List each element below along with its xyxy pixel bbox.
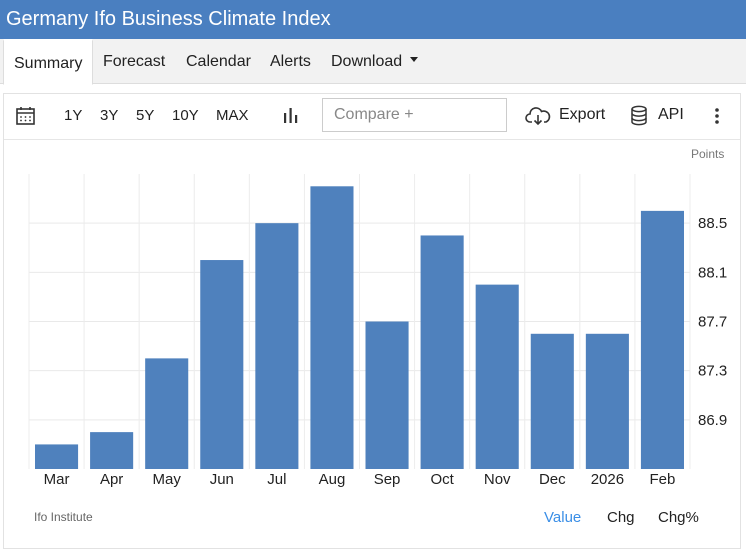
export-button[interactable]: Export (559, 106, 606, 123)
api-button[interactable]: API (658, 106, 684, 123)
x-tick-label: Mar (44, 471, 70, 488)
x-tick-label: Dec (539, 471, 566, 488)
range-1y-button[interactable]: 1Y (64, 107, 83, 124)
mode-chg-percent-button[interactable]: Chg% (658, 509, 699, 526)
tab-download-label: Download (331, 53, 403, 70)
bar (145, 358, 189, 469)
y-tick-label: 86.9 (698, 412, 727, 429)
bar (90, 432, 134, 469)
y-tick-label: 87.3 (698, 363, 727, 380)
caret-down-icon (410, 57, 419, 63)
mode-chg-button[interactable]: Chg (607, 509, 635, 526)
tab-download[interactable]: Download (331, 39, 419, 84)
x-tick-label: Oct (430, 471, 454, 488)
range-5y-button[interactable]: 5Y (136, 107, 155, 124)
range-10y-button[interactable]: 10Y (172, 107, 199, 124)
bar (420, 235, 464, 469)
bar (200, 260, 244, 469)
bar-chart-icon[interactable] (282, 106, 300, 124)
cloud-download-icon[interactable] (525, 105, 551, 127)
range-3y-button[interactable]: 3Y (100, 107, 119, 124)
bar (310, 186, 354, 469)
x-tick-label: 2026 (591, 471, 624, 488)
bar (640, 210, 684, 469)
bar (585, 333, 629, 469)
more-vertical-icon[interactable] (713, 107, 721, 125)
bar (475, 284, 519, 469)
units-label: Points (691, 147, 725, 161)
bar (35, 444, 79, 469)
toolbar-divider (4, 139, 740, 140)
tab-summary[interactable]: Summary (3, 39, 93, 85)
source-label: Ifo Institute (34, 510, 93, 524)
y-tick-label: 87.7 (698, 314, 727, 331)
x-tick-label: Jul (267, 471, 286, 488)
x-tick-label: Apr (100, 471, 123, 488)
compare-input[interactable]: Compare + (322, 98, 507, 132)
x-tick-label: Aug (319, 471, 346, 488)
x-tick-label: Sep (374, 471, 401, 488)
database-icon[interactable] (630, 105, 648, 127)
tab-calendar[interactable]: Calendar (186, 53, 251, 70)
page-title: Germany Ifo Business Climate Index (0, 0, 746, 39)
x-tick-label: Jun (210, 471, 234, 488)
x-tick-label: Feb (650, 471, 676, 488)
tab-forecast[interactable]: Forecast (103, 53, 166, 70)
mode-value-button[interactable]: Value (544, 509, 582, 526)
range-max-button[interactable]: MAX (216, 107, 249, 124)
bar (255, 223, 299, 469)
x-tick-label: May (153, 471, 182, 488)
x-tick-label: Nov (484, 471, 511, 488)
calendar-icon[interactable] (15, 106, 37, 126)
tab-bar: Summary Forecast Calendar Alerts Downloa… (0, 39, 746, 85)
y-tick-label: 88.1 (698, 264, 727, 281)
bar (365, 321, 409, 469)
bar (530, 333, 574, 469)
y-tick-label: 88.5 (698, 215, 727, 232)
tab-alerts[interactable]: Alerts (270, 53, 311, 70)
